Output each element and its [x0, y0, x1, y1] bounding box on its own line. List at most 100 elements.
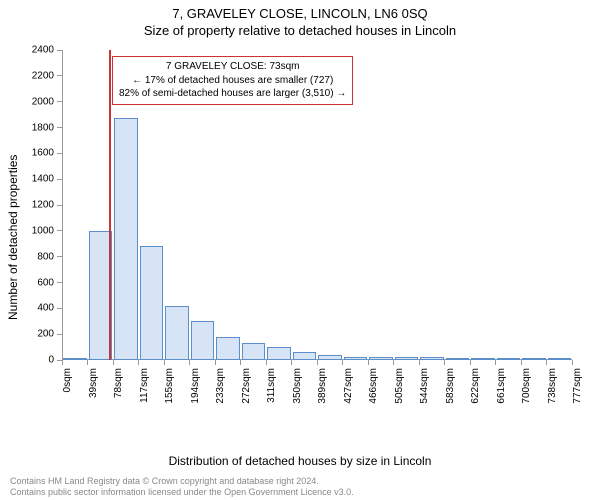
chart-area: 0200400600800100012001400160018002000220…: [62, 50, 572, 410]
annotation-box: 7 GRAVELEY CLOSE: 73sqm← 17% of detached…: [112, 56, 353, 105]
x-axis-label: Distribution of detached houses by size …: [0, 454, 600, 468]
x-tick-label: 777sqm: [572, 368, 583, 404]
x-tick-mark: [189, 360, 190, 365]
histogram-bar: [420, 357, 444, 360]
y-tick-mark: [57, 282, 62, 283]
y-tick-mark: [57, 50, 62, 51]
annotation-line3: 82% of semi-detached houses are larger (…: [119, 87, 346, 101]
title-subtitle: Size of property relative to detached ho…: [0, 21, 600, 38]
property-marker-line: [109, 50, 111, 360]
x-tick-label: 389sqm: [317, 368, 328, 404]
x-tick-mark: [368, 360, 369, 365]
x-tick-label: 155sqm: [164, 368, 175, 404]
histogram-bar: [522, 358, 546, 360]
x-tick-label: 39sqm: [88, 368, 99, 398]
x-tick-mark: [164, 360, 165, 365]
y-tick-mark: [57, 334, 62, 335]
y-tick-label: 800: [14, 251, 54, 262]
histogram-bar: [165, 306, 189, 360]
x-tick-mark: [470, 360, 471, 365]
x-tick-label: 233sqm: [215, 368, 226, 404]
x-tick-mark: [87, 360, 88, 365]
x-tick-mark: [444, 360, 445, 365]
y-tick-label: 2400: [14, 45, 54, 56]
x-tick-mark: [62, 360, 63, 365]
x-tick-mark: [521, 360, 522, 365]
y-tick-label: 1200: [14, 200, 54, 211]
annotation-line1: 7 GRAVELEY CLOSE: 73sqm: [119, 60, 346, 74]
y-tick-mark: [57, 230, 62, 231]
y-tick-label: 1600: [14, 148, 54, 159]
y-tick-mark: [57, 127, 62, 128]
y-axis-line: [62, 50, 63, 360]
x-tick-label: 661sqm: [496, 368, 507, 404]
y-tick-label: 1800: [14, 122, 54, 133]
y-tick-label: 600: [14, 277, 54, 288]
x-tick-mark: [572, 360, 573, 365]
y-tick-mark: [57, 205, 62, 206]
x-tick-label: 583sqm: [445, 368, 456, 404]
y-tick-label: 1000: [14, 225, 54, 236]
y-tick-label: 2000: [14, 96, 54, 107]
x-tick-label: 505sqm: [394, 368, 405, 404]
x-tick-label: 544sqm: [419, 368, 430, 404]
y-tick-label: 2200: [14, 70, 54, 81]
footnote-line2: Contains public sector information licen…: [10, 487, 590, 498]
x-tick-label: 700sqm: [521, 368, 532, 404]
histogram-bar: [318, 355, 342, 360]
y-tick-mark: [57, 75, 62, 76]
x-tick-label: 311sqm: [266, 368, 277, 403]
histogram-bar: [369, 357, 393, 360]
y-tick-mark: [57, 101, 62, 102]
x-tick-label: 466sqm: [368, 368, 379, 404]
x-tick-mark: [495, 360, 496, 365]
y-tick-mark: [57, 179, 62, 180]
x-tick-label: 78sqm: [113, 368, 124, 398]
x-tick-label: 738sqm: [547, 368, 558, 404]
histogram-bar: [191, 321, 215, 360]
histogram-bar: [114, 118, 138, 360]
y-tick-mark: [57, 308, 62, 309]
x-tick-mark: [240, 360, 241, 365]
histogram-bar: [242, 343, 266, 360]
histogram-bar: [140, 246, 164, 360]
x-tick-mark: [317, 360, 318, 365]
histogram-bar: [471, 358, 495, 360]
x-tick-mark: [113, 360, 114, 365]
y-tick-label: 400: [14, 303, 54, 314]
x-tick-mark: [215, 360, 216, 365]
histogram-bar: [497, 358, 521, 360]
x-tick-label: 350sqm: [292, 368, 303, 404]
histogram-bar: [267, 347, 291, 360]
chart-container: 7, GRAVELEY CLOSE, LINCOLN, LN6 0SQ Size…: [0, 0, 600, 500]
x-tick-mark: [291, 360, 292, 365]
histogram-bar: [63, 358, 87, 360]
y-tick-label: 200: [14, 329, 54, 340]
x-tick-mark: [546, 360, 547, 365]
footnote: Contains HM Land Registry data © Crown c…: [10, 476, 590, 499]
histogram-bar: [446, 358, 470, 360]
x-tick-label: 427sqm: [343, 368, 354, 404]
x-tick-label: 272sqm: [241, 368, 252, 404]
title-address: 7, GRAVELEY CLOSE, LINCOLN, LN6 0SQ: [0, 0, 600, 21]
histogram-bar: [216, 337, 240, 360]
y-tick-label: 0: [14, 355, 54, 366]
x-tick-mark: [419, 360, 420, 365]
plot-region: 0200400600800100012001400160018002000220…: [62, 50, 572, 360]
histogram-bar: [548, 358, 572, 360]
x-tick-label: 194sqm: [190, 368, 201, 404]
x-tick-label: 117sqm: [139, 368, 150, 403]
x-tick-label: 622sqm: [470, 368, 481, 404]
histogram-bar: [344, 357, 368, 360]
x-tick-mark: [393, 360, 394, 365]
footnote-line1: Contains HM Land Registry data © Crown c…: [10, 476, 590, 487]
y-tick-label: 1400: [14, 174, 54, 185]
x-tick-mark: [342, 360, 343, 365]
histogram-bar: [395, 357, 419, 360]
x-tick-mark: [138, 360, 139, 365]
y-tick-mark: [57, 153, 62, 154]
y-tick-mark: [57, 256, 62, 257]
histogram-bar: [293, 352, 317, 360]
x-tick-mark: [266, 360, 267, 365]
x-tick-label: 0sqm: [62, 368, 73, 392]
